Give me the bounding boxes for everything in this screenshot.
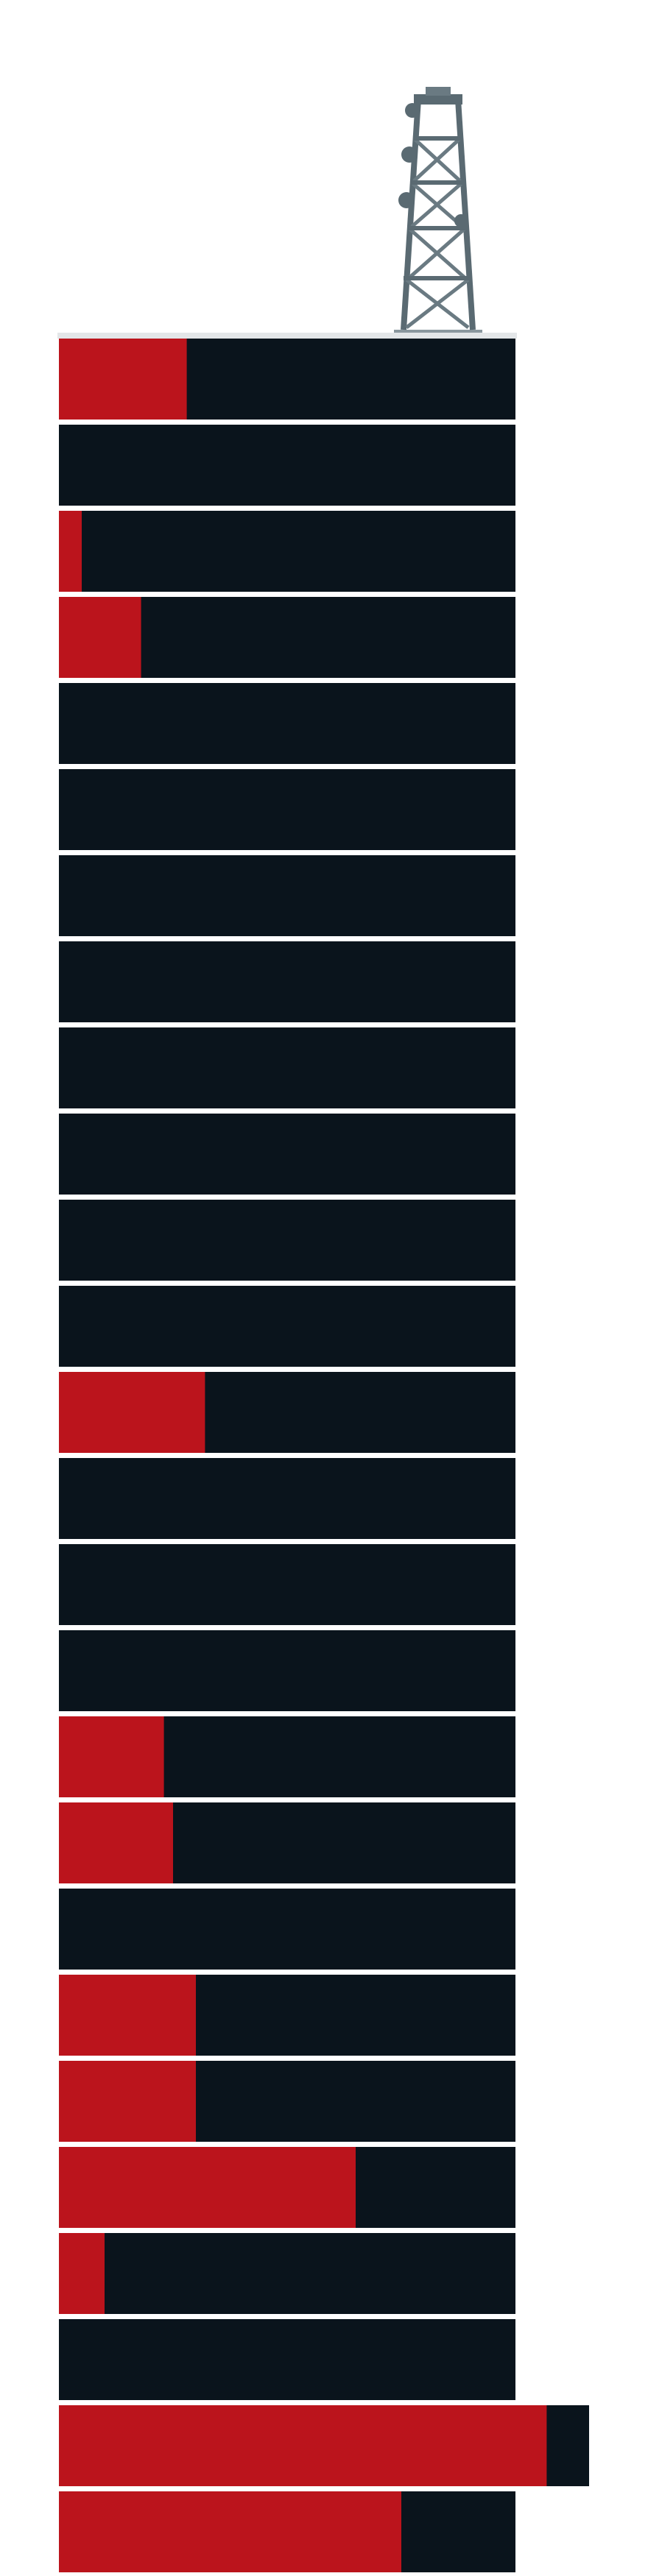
antenna-icon xyxy=(394,87,482,343)
bar-highlight-13 xyxy=(59,1372,205,1453)
bar-highlight-3 xyxy=(59,511,82,592)
bar-floor-23 xyxy=(59,2233,515,2314)
bar-highlight-18 xyxy=(59,1802,173,1883)
bar-floor-24 xyxy=(59,2319,515,2400)
bar-floor-16 xyxy=(59,1630,515,1711)
bar-highlight-1 xyxy=(59,339,187,420)
bar-floor-8 xyxy=(59,941,515,1022)
bar-floor-7 xyxy=(59,855,515,936)
bar-highlight-26 xyxy=(59,2491,401,2572)
bar-floor-19 xyxy=(59,1889,515,1970)
bar-floor-3 xyxy=(59,511,515,592)
bar-highlight-17 xyxy=(59,1716,164,1797)
bar-floor-9 xyxy=(59,1027,515,1108)
bar-floor-14 xyxy=(59,1458,515,1539)
bar-highlight-20 xyxy=(59,1975,196,2056)
bar-highlight-22 xyxy=(59,2147,356,2228)
bar-highlight-23 xyxy=(59,2233,105,2314)
bar-floor-5 xyxy=(59,683,515,764)
bar-floor-10 xyxy=(59,1114,515,1195)
bar-floor-11 xyxy=(59,1200,515,1281)
bar-floor-6 xyxy=(59,769,515,850)
bar-floor-12 xyxy=(59,1286,515,1367)
bar-highlight-25 xyxy=(59,2405,547,2486)
roof-edge xyxy=(57,333,517,339)
bar-highlight-4 xyxy=(59,597,141,678)
bar-series xyxy=(57,333,589,2572)
bar-floor-15 xyxy=(59,1544,515,1625)
bar-highlight-21 xyxy=(59,2061,196,2142)
bar-floor-2 xyxy=(59,425,515,506)
